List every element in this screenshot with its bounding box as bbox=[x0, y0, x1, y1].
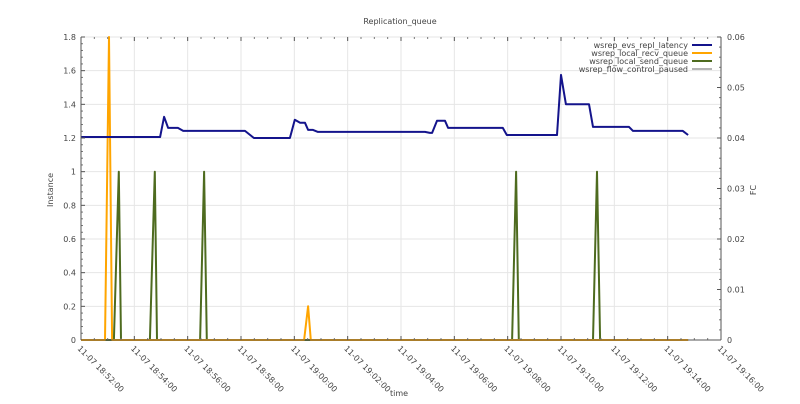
x-tick-label: 11-07 19:16:00 bbox=[716, 344, 766, 394]
grid bbox=[80, 36, 722, 341]
y2-tick-label: 0.03 bbox=[727, 185, 745, 194]
y2-tick-label: 0.01 bbox=[727, 286, 745, 295]
x-tick-label: 11-07 19:14:00 bbox=[662, 344, 712, 394]
legend-label: wsrep_evs_repl_latency bbox=[594, 41, 689, 50]
y-axis-label: Instance bbox=[46, 173, 55, 207]
y2-tick-label: 0.05 bbox=[727, 84, 745, 93]
x-tick-label: 11-07 19:04:00 bbox=[396, 344, 446, 394]
y-tick-label: 0.4 bbox=[63, 269, 76, 278]
axes: 0 0.2 0.4 0.6 0.8 1 1.2 1.4 1.6 1.8 0 0.01 0.02 0.03 0… bbox=[63, 33, 765, 394]
y-tick-label: 1.4 bbox=[63, 100, 76, 109]
y-tick-label: 0.2 bbox=[63, 302, 76, 311]
series-wsrep-local-send-queue bbox=[81, 170, 689, 341]
y-tick-label: 0.8 bbox=[63, 201, 76, 210]
y-tick-label: 1 bbox=[71, 168, 76, 177]
y2-tick-label: 0.06 bbox=[727, 33, 745, 42]
x-tick-label: 11-07 19:10:00 bbox=[556, 344, 606, 394]
y-tick-label: 1.8 bbox=[63, 33, 76, 42]
x-tick-label: 11-07 19:00:00 bbox=[289, 344, 339, 394]
legend-label: wsrep_flow_control_paused bbox=[579, 65, 688, 74]
x-tick-label: 11-07 19:12:00 bbox=[609, 344, 659, 394]
legend: wsrep_evs_repl_latencywsrep_local_recv_q… bbox=[579, 41, 712, 74]
chart-title: Replication_queue bbox=[363, 17, 436, 26]
y2-tick-label: 0.04 bbox=[727, 134, 745, 143]
x-tick-label: 11-07 18:56:00 bbox=[182, 344, 232, 394]
x-tick-label: 11-07 18:58:00 bbox=[236, 344, 286, 394]
y-tick-label: 1.6 bbox=[63, 67, 76, 76]
y-tick-label: 0.6 bbox=[63, 235, 76, 244]
x-tick-label: 11-07 19:02:00 bbox=[342, 344, 392, 394]
y-tick-label: 1.2 bbox=[63, 134, 76, 143]
y2-tick-label: 0.02 bbox=[727, 235, 745, 244]
x-axis-label: time bbox=[390, 389, 408, 398]
x-tick-label: 11-07 18:52:00 bbox=[76, 344, 126, 394]
legend-label: wsrep_local_recv_queue bbox=[591, 49, 688, 58]
series-lines bbox=[81, 36, 689, 341]
y-tick-label: 0 bbox=[71, 336, 76, 345]
x-tick-label: 11-07 18:54:00 bbox=[129, 344, 179, 394]
x-tick-label: 11-07 19:06:00 bbox=[449, 344, 499, 394]
x-tick-label: 11-07 19:08:00 bbox=[502, 344, 552, 394]
y2-axis-label: FC bbox=[749, 184, 758, 195]
legend-label: wsrep_local_send_queue bbox=[589, 57, 688, 66]
y2-tick-label: 0 bbox=[727, 336, 732, 345]
series-wsrep-evs-repl-latency bbox=[81, 73, 689, 139]
